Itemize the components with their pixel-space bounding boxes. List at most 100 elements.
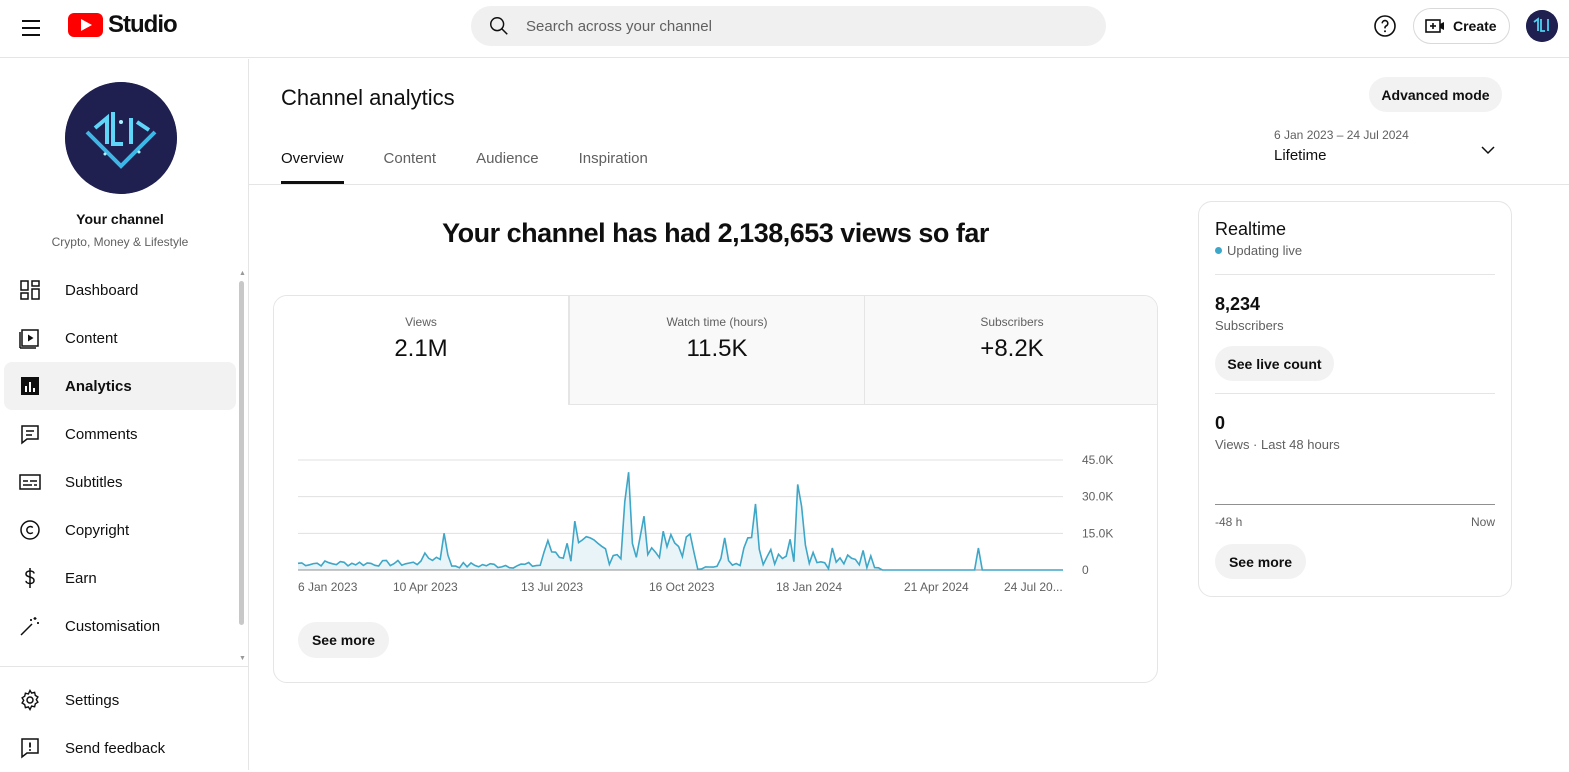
metric-label: Watch time (hours) [666,315,768,329]
realtime-card: Realtime Updating live 8,234 Subscribers… [1198,201,1512,597]
metric-value: +8.2K [980,335,1044,362]
live-dot-icon [1215,247,1222,254]
create-label: Create [1453,18,1497,34]
analytics-icon [21,377,39,395]
live-status: Updating live [1215,243,1302,258]
x-tick-label: 10 Apr 2023 [393,580,458,594]
feedback-icon [21,738,39,759]
menu-icon[interactable] [18,15,44,41]
page-title: Channel analytics [281,85,455,110]
y-tick-label: 0 [1082,563,1089,577]
metric-label: Subscribers [980,315,1044,329]
scroll-up-arrow[interactable]: ▲ [239,270,246,277]
logo-text: Studio [108,11,178,38]
sidebar-item-label: Settings [65,691,120,709]
sidebar-divider [0,666,248,667]
channel-description: Crypto, Money & Lifestyle [51,235,189,249]
create-button[interactable]: Create [1413,8,1510,44]
help-icon[interactable] [1373,14,1397,38]
metric-tab-views[interactable]: Views 2.1M [274,296,569,405]
realtime-title: Realtime [1215,219,1287,239]
metric-tab-watch-time[interactable]: Watch time (hours) 11.5K [569,296,864,405]
sidebar-bottom-nav: Settings Send feedback [4,676,236,772]
chevron-down-icon [1481,146,1495,155]
views-area-fill [298,472,1063,570]
sidebar-scrollbar[interactable] [239,281,244,625]
overview-card: Views 2.1M Watch time (hours) 11.5K Subs… [273,295,1158,683]
date-range-label: Lifetime [1274,147,1327,164]
realtime-axis-end: Now [1470,515,1495,529]
y-tick-label: 45.0K [1082,453,1113,467]
sidebar-item-dashboard[interactable]: Dashboard [4,266,236,314]
sidebar-item-label: Subtitles [65,473,123,491]
sidebar-item-settings[interactable]: Settings [4,676,236,724]
views-headline: Your channel has had 2,138,653 views so … [442,218,989,248]
tab-overview[interactable]: Overview [281,150,344,184]
dashboard-icon [20,280,40,300]
content-icon [19,329,39,349]
analytics-tabs: Overview Content Audience Inspiration [281,150,688,184]
realtime-axis-start: -48 h [1215,515,1243,529]
sidebar-item-analytics[interactable]: Analytics [4,362,236,410]
sidebar-item-send-feedback[interactable]: Send feedback [4,724,236,772]
subtitles-icon [19,474,41,490]
sidebar-item-label: Content [65,329,118,347]
sidebar-item-label: Copyright [65,521,130,539]
sidebar-item-label: Analytics [65,377,132,395]
metric-tab-subscribers[interactable]: Subscribers +8.2K [864,296,1157,405]
date-range-text: 6 Jan 2023 – 24 Jul 2024 [1274,128,1409,142]
subscriber-count: 8,234 [1215,294,1261,314]
x-tick-label: 24 Jul 20... [1004,580,1063,594]
earn-icon [25,568,35,588]
tabs-divider [249,184,1569,185]
x-tick-label: 13 Jul 2023 [521,580,583,594]
customisation-icon [20,617,39,636]
top-bar: Studio Create [0,0,1569,58]
copyright-icon [20,520,40,540]
gear-icon [21,689,39,711]
channel-name: Your channel [76,211,164,227]
views-chart: 45.0K 30.0K 15.0K 0 6 Jan 2023 10 Apr 2023 13 … [297,453,1113,594]
sidebar: Your channel Crypto, Money & Lifestyle D… [0,59,249,770]
sidebar-item-label: Comments [65,425,138,443]
sidebar-item-label: Earn [65,569,97,587]
channel-avatar[interactable] [65,82,177,194]
tab-content[interactable]: Content [383,150,437,167]
see-more-button[interactable]: See more [298,622,389,658]
y-tick-label: 15.0K [1082,526,1113,540]
scroll-down-arrow[interactable]: ▼ [239,655,246,662]
sidebar-item-content[interactable]: Content [4,314,236,362]
date-range-picker[interactable]: 6 Jan 2023 – 24 Jul 2024 Lifetime [1274,128,1502,170]
realtime-divider [1215,274,1495,275]
sidebar-item-comments[interactable]: Comments [4,410,236,458]
account-avatar[interactable] [1526,10,1558,42]
live-status-text: Updating live [1227,243,1303,258]
search-bar[interactable] [471,6,1106,46]
advanced-mode-button[interactable]: Advanced mode [1369,77,1502,112]
tab-inspiration[interactable]: Inspiration [578,150,648,167]
views-series-line [297,472,1063,571]
sidebar-item-label: Send feedback [65,739,166,757]
sidebar-item-customisation[interactable]: Customisation [4,602,236,650]
create-video-icon [1425,19,1444,33]
realtime-views-count: 0 [1215,413,1226,433]
metric-label: Views [405,315,437,329]
sidebar-item-earn[interactable]: Earn [4,554,236,602]
sidebar-item-label: Dashboard [65,281,139,299]
metric-tabs: Views 2.1M Watch time (hours) 11.5K Subs… [274,296,1157,405]
subscriber-label: Subscribers [1215,318,1284,333]
studio-logo[interactable]: Studio [68,11,178,38]
realtime-divider [1215,393,1495,394]
y-tick-label: 30.0K [1082,490,1113,504]
x-tick-label: 6 Jan 2023 [298,580,358,594]
x-tick-label: 16 Oct 2023 [649,580,715,594]
realtime-see-more-button[interactable]: See more [1215,544,1306,579]
x-tick-label: 21 Apr 2024 [904,580,969,594]
search-input[interactable] [526,17,1066,35]
tab-audience[interactable]: Audience [476,150,539,167]
sidebar-item-subtitles[interactable]: Subtitles [4,458,236,506]
youtube-logo-icon [68,13,103,37]
sidebar-item-copyright[interactable]: Copyright [4,506,236,554]
see-live-count-button[interactable]: See live count [1215,346,1334,381]
sidebar-item-label: Customisation [65,617,161,635]
